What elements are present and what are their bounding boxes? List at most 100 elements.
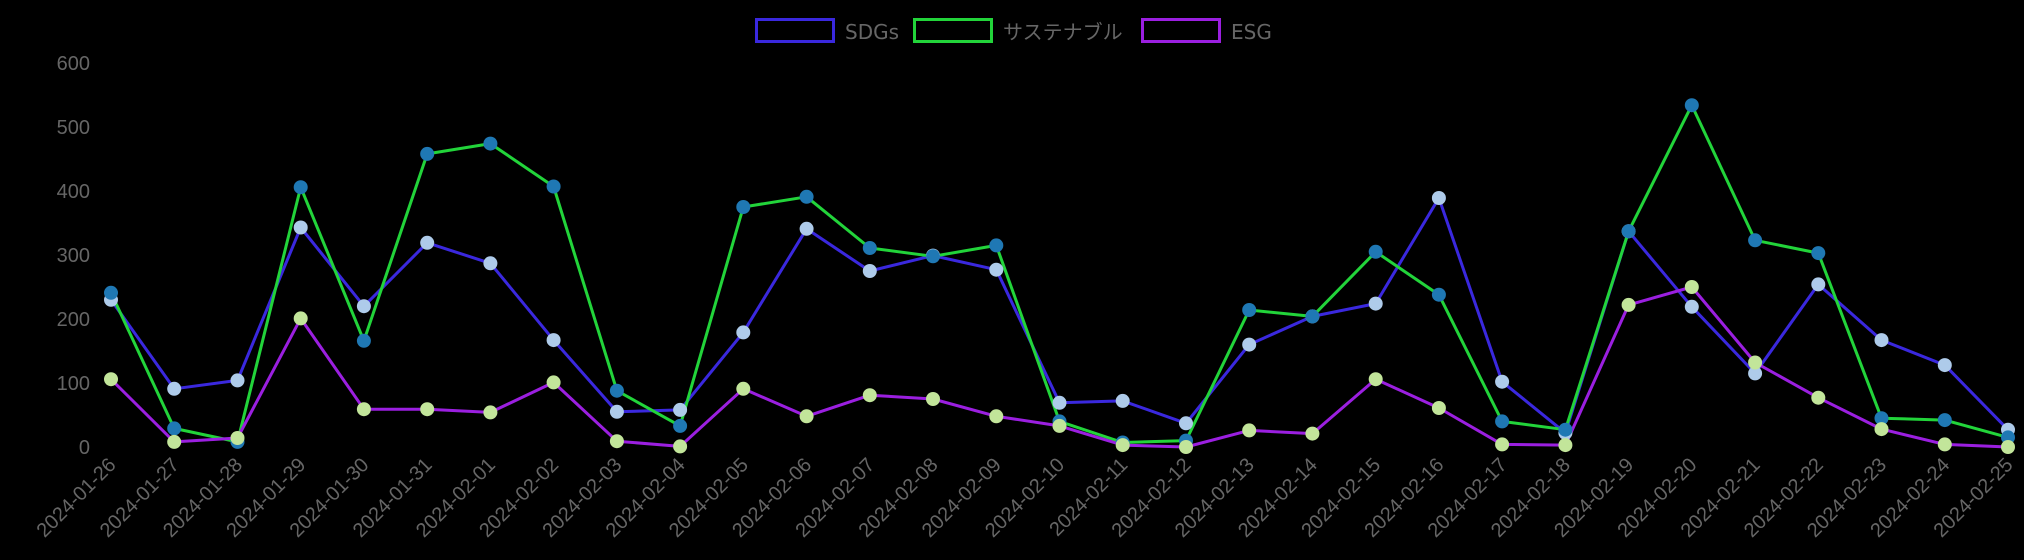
- data-point[interactable]: [862, 264, 877, 278]
- legend-label: サステナブル: [1003, 20, 1123, 44]
- data-point[interactable]: [483, 136, 498, 151]
- data-point[interactable]: [799, 221, 814, 236]
- y-tick-label: 100: [57, 373, 90, 395]
- data-point[interactable]: [1748, 233, 1763, 248]
- data-point[interactable]: [862, 388, 877, 403]
- data-point[interactable]: [1874, 333, 1889, 348]
- data-point[interactable]: [736, 325, 751, 340]
- data-point[interactable]: [1368, 296, 1383, 311]
- data-point[interactable]: [609, 383, 624, 398]
- data-point[interactable]: [1052, 418, 1067, 433]
- data-point[interactable]: [420, 402, 435, 417]
- data-point[interactable]: [356, 333, 371, 348]
- data-point[interactable]: [1368, 372, 1383, 387]
- legend: SDGs サステナブル ESG: [755, 18, 1272, 45]
- data-point[interactable]: [1431, 401, 1446, 415]
- data-point[interactable]: [546, 375, 561, 390]
- legend-swatch: [1141, 18, 1221, 43]
- data-point[interactable]: [420, 146, 435, 161]
- data-point[interactable]: [356, 402, 371, 417]
- data-point[interactable]: [104, 372, 118, 387]
- data-point[interactable]: [1052, 395, 1067, 410]
- data-point[interactable]: [799, 189, 814, 204]
- data-point[interactable]: [989, 409, 1004, 424]
- data-point[interactable]: [1684, 280, 1699, 294]
- legend-item-1[interactable]: サステナブル: [913, 18, 1123, 45]
- data-point[interactable]: [609, 434, 624, 449]
- series-markers-2: [104, 280, 2015, 454]
- data-point[interactable]: [1558, 438, 1573, 453]
- data-point[interactable]: [862, 241, 877, 255]
- data-point[interactable]: [356, 299, 371, 314]
- data-point[interactable]: [1495, 437, 1510, 452]
- data-point[interactable]: [673, 439, 688, 454]
- data-point[interactable]: [1431, 287, 1446, 302]
- legend-item-2[interactable]: ESG: [1141, 18, 1272, 45]
- data-point[interactable]: [1937, 358, 1952, 373]
- data-point[interactable]: [167, 434, 182, 449]
- data-point[interactable]: [1495, 414, 1510, 429]
- data-point[interactable]: [483, 405, 498, 420]
- data-point[interactable]: [293, 180, 308, 195]
- data-point[interactable]: [1811, 390, 1826, 405]
- data-point[interactable]: [1305, 309, 1320, 324]
- series-lines: [109, 103, 2010, 449]
- data-point[interactable]: [673, 402, 688, 417]
- data-point[interactable]: [926, 249, 940, 264]
- data-point[interactable]: [1242, 423, 1257, 438]
- y-tick-label: 300: [57, 245, 90, 267]
- data-point[interactable]: [1874, 422, 1889, 437]
- data-point[interactable]: [483, 256, 498, 271]
- data-point[interactable]: [1305, 426, 1320, 441]
- data-point[interactable]: [1621, 224, 1636, 239]
- y-tick-label: 0: [79, 437, 90, 459]
- data-point[interactable]: [230, 431, 245, 445]
- data-point[interactable]: [420, 235, 435, 250]
- data-point[interactable]: [609, 404, 624, 419]
- data-point[interactable]: [1748, 355, 1763, 370]
- data-point[interactable]: [1179, 440, 1193, 454]
- data-point[interactable]: [1621, 297, 1636, 312]
- data-point[interactable]: [1115, 393, 1130, 408]
- data-point[interactable]: [736, 200, 751, 214]
- data-point[interactable]: [1495, 374, 1510, 389]
- data-point[interactable]: [230, 373, 245, 388]
- data-point[interactable]: [293, 220, 308, 235]
- data-point[interactable]: [1937, 413, 1952, 428]
- data-point[interactable]: [1811, 246, 1826, 261]
- data-point[interactable]: [293, 311, 308, 326]
- data-point[interactable]: [1115, 438, 1130, 453]
- data-point[interactable]: [989, 238, 1004, 253]
- data-point[interactable]: [1937, 437, 1952, 452]
- legend-label: ESG: [1231, 20, 1272, 44]
- data-point[interactable]: [799, 409, 814, 424]
- data-point[interactable]: [2001, 430, 2015, 445]
- data-point[interactable]: [736, 381, 751, 396]
- data-point[interactable]: [1431, 191, 1446, 205]
- data-point[interactable]: [546, 333, 561, 348]
- data-point[interactable]: [1684, 98, 1699, 113]
- legend-item-0[interactable]: SDGs: [755, 18, 900, 45]
- data-point[interactable]: [546, 179, 561, 194]
- data-point[interactable]: [104, 285, 118, 300]
- data-point[interactable]: [673, 418, 688, 433]
- data-point[interactable]: [1242, 337, 1257, 352]
- data-point[interactable]: [1874, 411, 1889, 426]
- data-point[interactable]: [1368, 244, 1383, 259]
- data-point[interactable]: [2001, 440, 2015, 454]
- data-point[interactable]: [1811, 277, 1826, 292]
- data-point[interactable]: [989, 262, 1004, 277]
- data-point[interactable]: [1748, 366, 1763, 381]
- x-axis: 2024-01-262024-01-272024-01-282024-01-29…: [33, 454, 2018, 542]
- legend-swatch: [913, 18, 993, 43]
- data-point[interactable]: [1242, 303, 1257, 317]
- data-point[interactable]: [926, 392, 940, 406]
- data-point[interactable]: [167, 421, 182, 436]
- data-point[interactable]: [1684, 299, 1699, 314]
- data-point[interactable]: [1179, 416, 1193, 431]
- data-point[interactable]: [1558, 422, 1573, 437]
- series-markers-0: [104, 191, 2015, 440]
- data-point[interactable]: [167, 381, 182, 396]
